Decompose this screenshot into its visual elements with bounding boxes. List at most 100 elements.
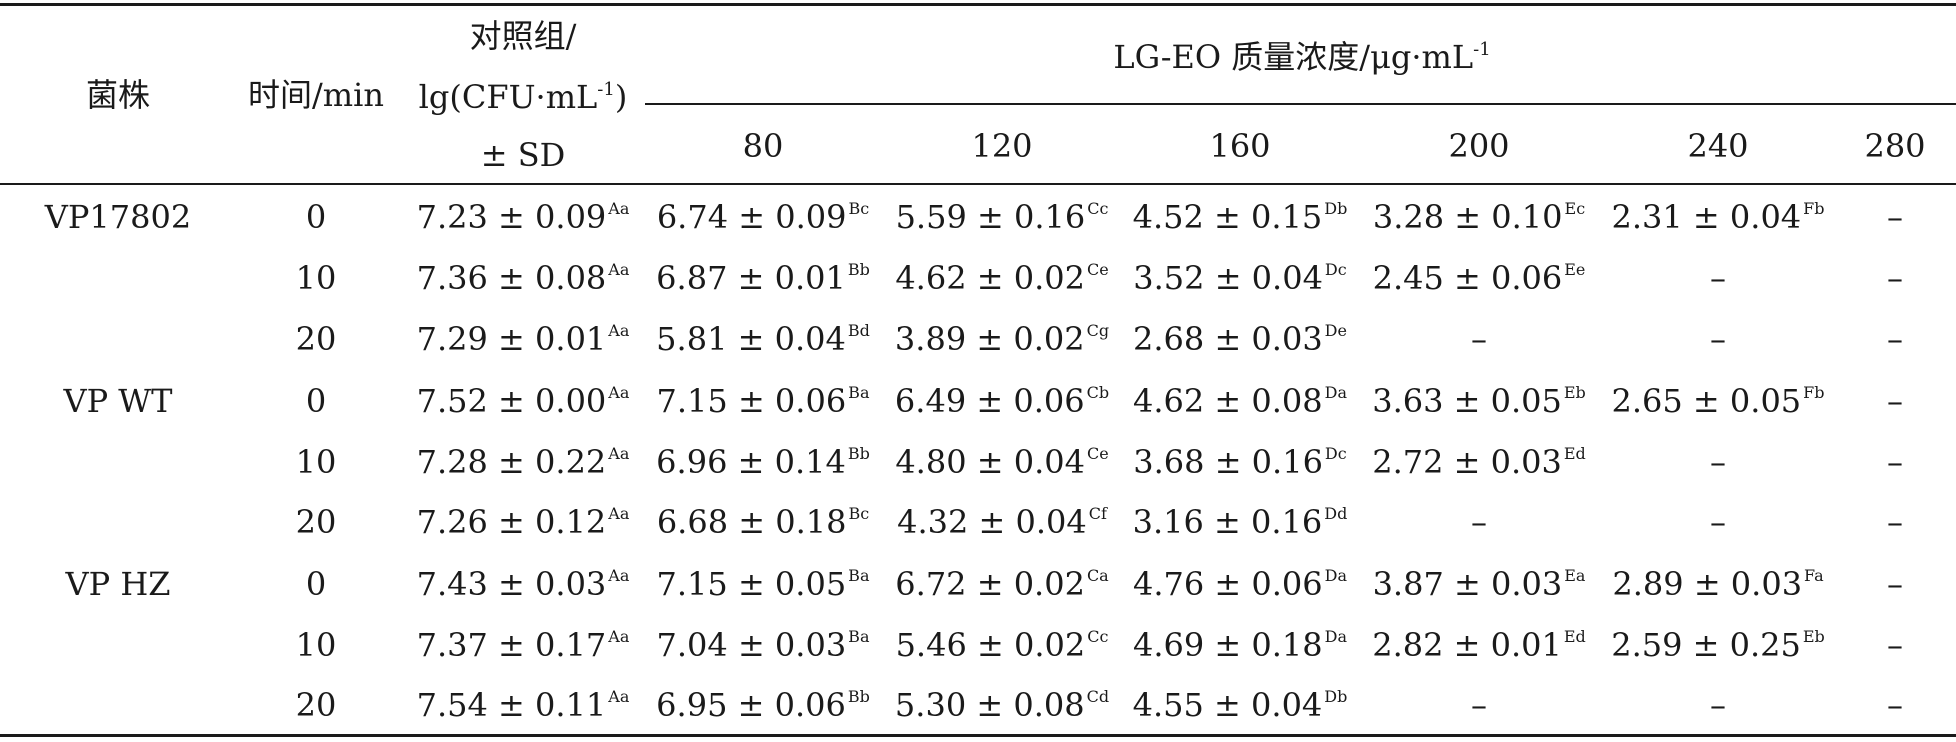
- cell-value: 3.68 ± 0.16: [1133, 443, 1323, 481]
- cell-value: –: [1887, 259, 1903, 297]
- cell-value: 6.95 ± 0.06: [656, 686, 846, 724]
- significance-letters: De: [1325, 321, 1347, 340]
- significance-letters: Aa: [608, 566, 629, 585]
- cell-value: 4.32 ± 0.04: [897, 503, 1087, 541]
- significance-letters: Ca: [1087, 566, 1109, 585]
- significance-letters: Ba: [848, 566, 869, 585]
- concentration-value: 3.87 ± 0.03 Ea: [1373, 568, 1586, 600]
- cell-value: –: [1887, 565, 1903, 603]
- concentration-spanner-rule: [645, 103, 1956, 105]
- cell-value: 2.68 ± 0.03: [1133, 320, 1323, 358]
- significance-letters: Bb: [848, 687, 870, 706]
- concentration-value: 2.89 ± 0.03 Fa: [1612, 568, 1823, 600]
- concentration-value: 3.28 ± 0.10 Ec: [1373, 201, 1585, 233]
- cell-value: –: [1710, 320, 1726, 358]
- cell-value: 4.69 ± 0.18: [1133, 626, 1323, 664]
- cell-value: –: [1887, 443, 1903, 481]
- cell-value: –: [1887, 686, 1903, 724]
- cell-value: VP WT: [63, 382, 172, 420]
- header-concentration: LG-EO 质量浓度/μg·mL-1: [1113, 41, 1490, 73]
- concentration-value: 3.68 ± 0.16 Dc: [1133, 446, 1346, 478]
- concentration-value: 4.62 ± 0.02 Ce: [895, 262, 1108, 294]
- significance-letters: Aa: [608, 321, 629, 340]
- concentration-value: –: [1710, 323, 1726, 355]
- cell-value: 4.80 ± 0.04: [895, 443, 1085, 481]
- cell-value: –: [1471, 503, 1487, 541]
- control-value: 7.29 ± 0.01 Aa: [417, 323, 630, 355]
- concentration-value: –: [1887, 385, 1903, 417]
- concentration-value: 4.32 ± 0.04 Cf: [897, 506, 1107, 538]
- concentration-value: –: [1887, 689, 1903, 721]
- concentration-value: 2.82 ± 0.01 Ed: [1372, 629, 1586, 661]
- cell-value: 7.52 ± 0.00: [417, 382, 607, 420]
- concentration-value: 4.76 ± 0.06 Da: [1133, 568, 1347, 600]
- cell-value: 7.23 ± 0.09: [417, 198, 607, 236]
- cell-value: –: [1887, 198, 1903, 236]
- cell-value: –: [1887, 626, 1903, 664]
- significance-letters: Dc: [1325, 260, 1347, 279]
- cell-value: 2.59 ± 0.25: [1611, 626, 1801, 664]
- control-value: 7.52 ± 0.00 Aa: [417, 385, 630, 417]
- cell-value: 4.62 ± 0.02: [895, 259, 1085, 297]
- cell-value: 7.15 ± 0.05: [657, 565, 847, 603]
- cell-value: 10: [296, 626, 337, 664]
- concentration-value: 2.45 ± 0.06 Ee: [1373, 262, 1586, 294]
- concentration-value: –: [1887, 262, 1903, 294]
- concentration-value: 5.59 ± 0.16 Cc: [896, 201, 1109, 233]
- cell-value: 6.49 ± 0.06: [895, 382, 1085, 420]
- significance-letters: Dc: [1325, 444, 1347, 463]
- significance-letters: Aa: [608, 199, 629, 218]
- significance-letters: Da: [1325, 566, 1347, 585]
- cell-value: 0: [306, 382, 326, 420]
- concentration-value: 7.15 ± 0.06 Ba: [657, 385, 870, 417]
- cell-value: 4.62 ± 0.08: [1133, 382, 1323, 420]
- concentration-value: –: [1710, 262, 1726, 294]
- control-value: 7.23 ± 0.09 Aa: [417, 201, 630, 233]
- concentration-value: 6.49 ± 0.06 Cb: [895, 385, 1109, 417]
- cell-value: 2.45 ± 0.06: [1373, 259, 1563, 297]
- cell-value: 6.96 ± 0.14: [656, 443, 846, 481]
- header-time: 时间/min: [248, 79, 384, 111]
- concentration-value: 3.52 ± 0.04 Dc: [1133, 262, 1346, 294]
- concentration-value: –: [1471, 689, 1487, 721]
- time-value: 10: [296, 262, 337, 294]
- cell-value: 4.52 ± 0.15: [1133, 198, 1323, 236]
- concentration-value: 2.59 ± 0.25 Eb: [1611, 629, 1825, 661]
- header-control-line3: ± SD: [481, 139, 566, 171]
- cell-value: 7.26 ± 0.12: [417, 503, 607, 541]
- cell-value: 6.74 ± 0.09: [657, 198, 847, 236]
- cell-value: 10: [296, 443, 337, 481]
- header-control-line1: 对照组/: [470, 20, 577, 52]
- concentration-value: 3.16 ± 0.16 Dd: [1133, 506, 1348, 538]
- cell-value: –: [1710, 686, 1726, 724]
- header-bottom-rule: [0, 183, 1956, 185]
- concentration-value: 4.69 ± 0.18 Da: [1133, 629, 1347, 661]
- cell-value: 3.89 ± 0.02: [895, 320, 1085, 358]
- significance-letters: Ed: [1564, 627, 1586, 646]
- significance-letters: Eb: [1803, 627, 1825, 646]
- concentration-value: 4.55 ± 0.04 Db: [1133, 689, 1348, 721]
- concentration-value: 6.74 ± 0.09 Bc: [657, 201, 869, 233]
- significance-letters: Ee: [1564, 260, 1585, 279]
- cell-value: 2.31 ± 0.04: [1612, 198, 1802, 236]
- cell-value: 3.16 ± 0.16: [1133, 503, 1323, 541]
- significance-letters: Cc: [1087, 627, 1108, 646]
- concentration-value: 3.89 ± 0.02 Cg: [895, 323, 1109, 355]
- significance-letters: Cb: [1087, 383, 1109, 402]
- cell-value: 3.52 ± 0.04: [1133, 259, 1323, 297]
- cell-value: 7.54 ± 0.11: [417, 686, 607, 724]
- concentration-value: 7.15 ± 0.05 Ba: [657, 568, 870, 600]
- concentration-value: 6.96 ± 0.14 Bb: [656, 446, 870, 478]
- concentration-value: 5.30 ± 0.08 Cd: [895, 689, 1109, 721]
- cell-value: –: [1710, 503, 1726, 541]
- concentration-value: 6.72 ± 0.02 Ca: [895, 568, 1108, 600]
- cell-value: 0: [306, 198, 326, 236]
- table-bottom-rule: [0, 734, 1956, 737]
- concentration-value: 4.80 ± 0.04 Ce: [895, 446, 1108, 478]
- header-conc-160: 160: [1209, 130, 1270, 162]
- concentration-value: –: [1887, 506, 1903, 538]
- cell-value: 6.68 ± 0.18: [657, 503, 847, 541]
- time-value: 0: [306, 385, 326, 417]
- concentration-value: 5.81 ± 0.04 Bd: [656, 323, 870, 355]
- header-conc-280: 280: [1864, 130, 1925, 162]
